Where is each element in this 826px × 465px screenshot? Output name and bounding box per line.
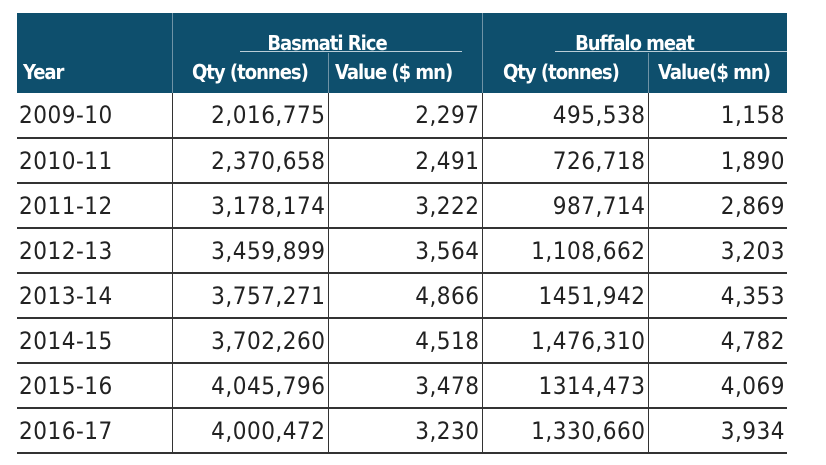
- table-row: 2014-15 3,702,260 4,518 1,476,310 4,782: [17, 318, 787, 364]
- value-cell: 3,564: [328, 228, 483, 274]
- divider: [172, 13, 173, 93]
- value-cell: 4,045,796: [172, 363, 329, 409]
- table-row: 2009-10 2,016,775 2,297 495,538 1,158: [17, 93, 787, 139]
- value-cell: 2,370,658: [172, 138, 329, 184]
- year-cell: 2016-17: [17, 408, 173, 454]
- value-cell: 987,714: [482, 183, 649, 229]
- year-cell: 2014-15: [17, 318, 173, 364]
- value-cell: 1,108,662: [482, 228, 649, 274]
- value-cell: 3,702,260: [172, 318, 329, 364]
- value-cell: 1,890: [648, 138, 787, 184]
- year-cell: 2010-11: [17, 138, 173, 184]
- column-header: Value ($ mn): [335, 60, 453, 84]
- table-row: 2010-11 2,370,658 2,491 726,718 1,890: [17, 138, 787, 184]
- value-cell: 3,478: [328, 363, 483, 409]
- table-header: Basmati Rice Buffalo meat Year Qty (tonn…: [17, 13, 787, 93]
- value-cell: 4,069: [648, 363, 787, 409]
- year-cell: 2015-16: [17, 363, 173, 409]
- value-cell: 1,330,660: [482, 408, 649, 454]
- value-cell: 1,158: [648, 93, 787, 139]
- table-row: 2016-17 4,000,472 3,230 1,330,660 3,934: [17, 408, 787, 454]
- table-row: 2012-13 3,459,899 3,564 1,108,662 3,203: [17, 228, 787, 274]
- value-cell: 4,782: [648, 318, 787, 364]
- value-cell: 2,016,775: [172, 93, 329, 139]
- value-cell: 4,866: [328, 273, 483, 319]
- value-cell: 726,718: [482, 138, 649, 184]
- divider: [328, 53, 329, 93]
- table-row: 2015-16 4,045,796 3,478 1314,473 4,069: [17, 363, 787, 409]
- value-cell: 2,491: [328, 138, 483, 184]
- column-header: Qty (tonnes): [192, 60, 309, 84]
- year-cell: 2009-10: [17, 93, 173, 139]
- value-cell: 3,230: [328, 408, 483, 454]
- divider: [482, 13, 483, 93]
- value-cell: 3,934: [648, 408, 787, 454]
- value-cell: 4,518: [328, 318, 483, 364]
- value-cell: 1,476,310: [482, 318, 649, 364]
- column-header-year: Year: [23, 60, 64, 84]
- value-cell: 2,869: [648, 183, 787, 229]
- year-cell: 2013-14: [17, 273, 173, 319]
- value-cell: 1451,942: [482, 273, 649, 319]
- divider: [648, 53, 649, 93]
- value-cell: 4,353: [648, 273, 787, 319]
- table-row: 2011-12 3,178,174 3,222 987,714 2,869: [17, 183, 787, 229]
- group-underline: [240, 51, 462, 52]
- value-cell: 4,000,472: [172, 408, 329, 454]
- group-underline: [555, 51, 787, 52]
- value-cell: 1314,473: [482, 363, 649, 409]
- value-cell: 495,538: [482, 93, 649, 139]
- table-row: 2013-14 3,757,271 4,866 1451,942 4,353: [17, 273, 787, 319]
- value-cell: 3,222: [328, 183, 483, 229]
- value-cell: 3,459,899: [172, 228, 329, 274]
- column-header: Value($ mn): [658, 60, 771, 84]
- value-cell: 3,178,174: [172, 183, 329, 229]
- value-cell: 3,203: [648, 228, 787, 274]
- value-cell: 2,297: [328, 93, 483, 139]
- year-cell: 2011-12: [17, 183, 173, 229]
- year-cell: 2012-13: [17, 228, 173, 274]
- data-table: 2009-10 2,016,775 2,297 495,538 1,158 2010-11…: [17, 93, 787, 454]
- value-cell: 3,757,271: [172, 273, 329, 319]
- column-header: Qty (tonnes): [503, 60, 620, 84]
